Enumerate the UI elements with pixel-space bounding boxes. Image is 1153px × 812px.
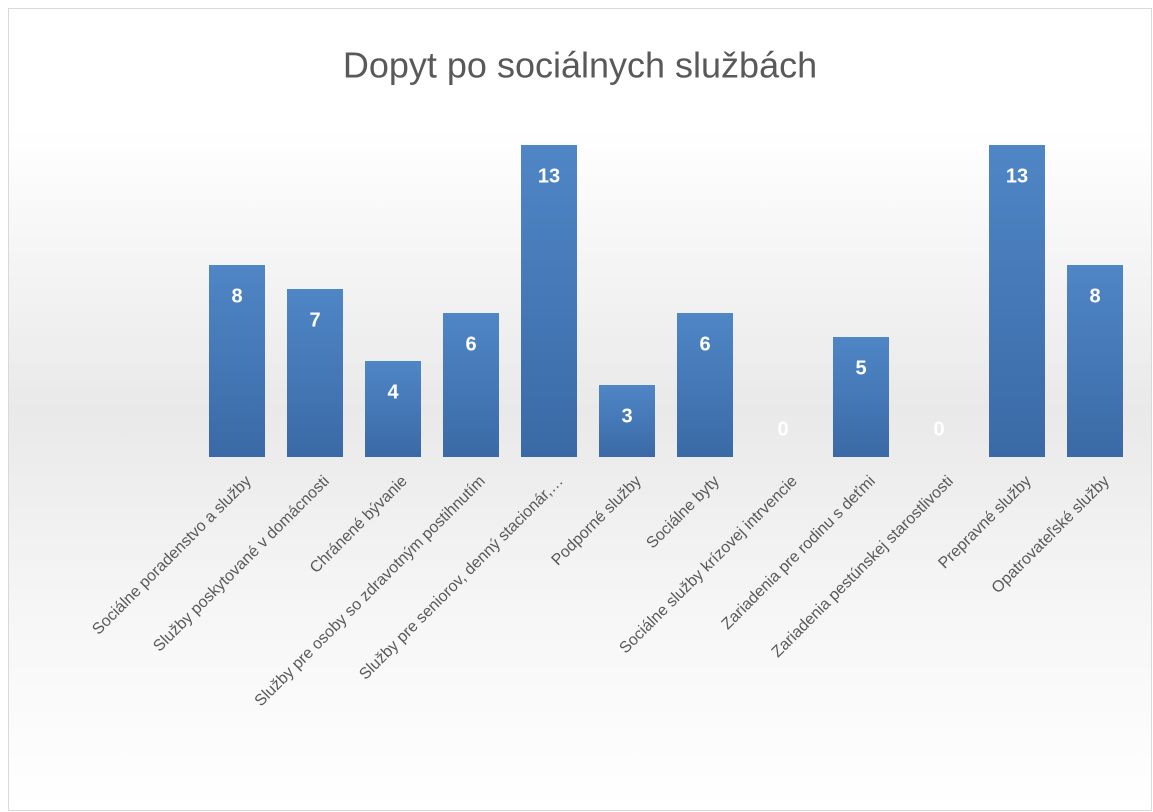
data-label: 0 xyxy=(933,418,944,440)
bar xyxy=(677,313,733,457)
data-label: 8 xyxy=(1089,285,1100,307)
data-label: 6 xyxy=(465,333,476,355)
data-label: 5 xyxy=(855,357,866,379)
data-label: 7 xyxy=(309,309,320,331)
bar xyxy=(833,337,889,457)
data-label: 4 xyxy=(387,381,399,403)
bar xyxy=(209,265,265,457)
data-label: 6 xyxy=(699,333,710,355)
data-label: 0 xyxy=(777,418,788,440)
chart-area xyxy=(8,8,1152,811)
data-label: 13 xyxy=(1006,165,1028,187)
data-label: 13 xyxy=(538,165,560,187)
bar xyxy=(287,289,343,457)
bar xyxy=(599,385,655,457)
chart-title: Dopyt po sociálnych službách xyxy=(343,45,817,86)
data-label: 3 xyxy=(621,405,632,427)
data-label: 8 xyxy=(231,285,242,307)
bar xyxy=(1067,265,1123,457)
bar xyxy=(443,313,499,457)
bar xyxy=(365,361,421,457)
bar xyxy=(521,145,577,457)
bar xyxy=(989,145,1045,457)
